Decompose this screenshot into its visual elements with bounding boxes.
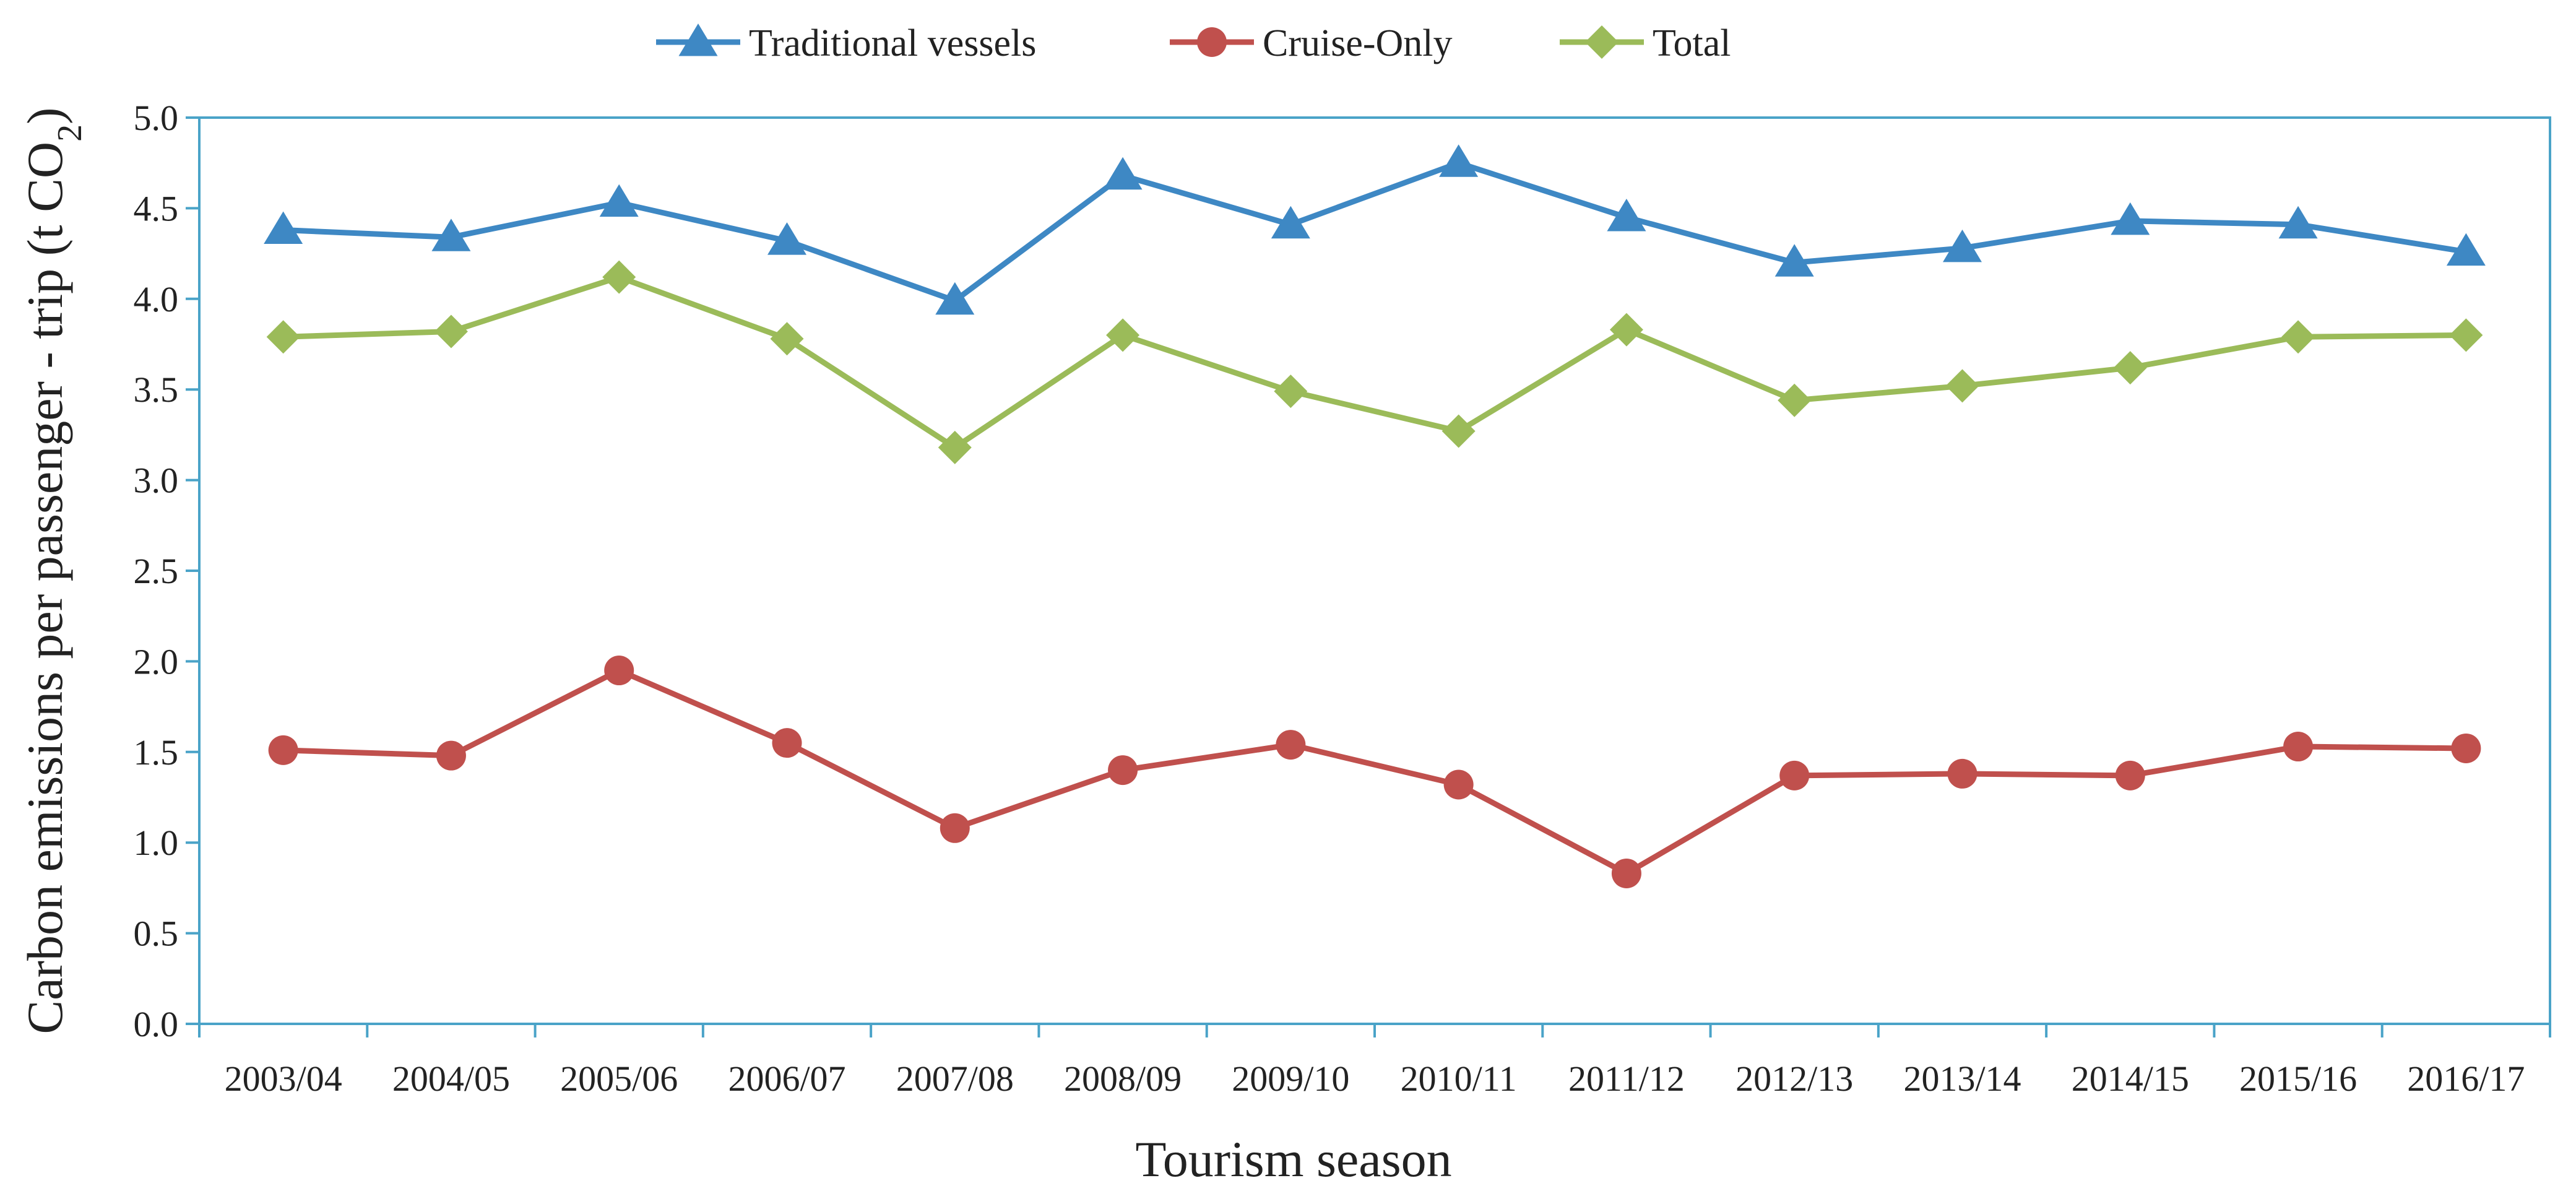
x-axis-title: Tourism season (1135, 1131, 1451, 1187)
y-axis-ticks: 0.0 0.5 1.0 1.5 2.0 2.5 3.0 3.5 4.0 4.5 5.0 (134, 98, 199, 1044)
data-point-traditional-vessels (264, 211, 303, 245)
x-tick-label: 2008/09 (1064, 1059, 1182, 1099)
x-tick-label: 2011/12 (1568, 1059, 1685, 1099)
series-line-total (280, 274, 2469, 451)
data-point-traditional-vessels (1774, 244, 1814, 277)
x-tick-label: 2015/16 (2239, 1059, 2357, 1099)
data-point-traditional-vessels (1607, 199, 1646, 232)
y-axis-title-text: Carbon emissions per passenger - trip (t… (17, 142, 73, 1034)
data-point-cruise-only (2283, 732, 2314, 762)
data-point-traditional-vessels (431, 219, 471, 251)
data-point-traditional-vessels (1439, 144, 1479, 177)
data-point-traditional-vessels (2278, 206, 2318, 239)
data-point-traditional-vessels (599, 184, 639, 217)
data-point-cruise-only (268, 735, 298, 765)
data-point-cruise-only (604, 656, 634, 686)
legend: Traditional vessels Cruise-Only Total (656, 22, 1731, 64)
plot-area: 0.0 0.5 1.0 1.5 2.0 2.5 3.0 3.5 4.0 4.5 5.0 2003/0… (134, 98, 2551, 1099)
data-point-cruise-only (1276, 730, 1306, 760)
data-point-total (938, 430, 972, 464)
data-point-total (1609, 313, 1643, 347)
data-point-total (1441, 414, 1476, 448)
x-tick-label: 2005/06 (560, 1059, 678, 1099)
data-point-total (2449, 318, 2483, 352)
x-tick-label: 2004/05 (392, 1059, 510, 1099)
legend-label: Traditional vessels (749, 22, 1036, 64)
data-point-cruise-only (940, 813, 970, 843)
legend-item-total: Total (1560, 22, 1731, 64)
legend-marker (678, 24, 718, 56)
data-point-cruise-only (1611, 858, 1641, 888)
data-point-traditional-vessels (2446, 233, 2486, 266)
y-axis-title-suffix: ) (17, 108, 73, 124)
y-tick-label: 3.0 (134, 461, 179, 501)
legend-label: Total (1653, 22, 1731, 64)
data-point-total (434, 314, 468, 349)
y-tick-label: 0.0 (134, 1004, 179, 1044)
data-point-total (1945, 369, 1979, 403)
plot-frame (198, 116, 2551, 1025)
series-line-cruise-only (280, 667, 2469, 877)
x-tick-label: 2006/07 (728, 1059, 845, 1099)
data-point-cruise-only (1443, 769, 1474, 800)
legend-item-cruise-only: Cruise-Only (1170, 22, 1453, 64)
data-point-traditional-vessels (1271, 206, 1310, 239)
data-point-total (602, 260, 636, 294)
y-tick-label: 1.5 (134, 732, 179, 773)
series-line-traditional-vessels (280, 160, 2469, 304)
data-point-cruise-only (772, 728, 802, 758)
data-point-traditional-vessels (1943, 229, 1982, 262)
data-point-cruise-only (436, 740, 466, 771)
x-tick-label: 2010/11 (1401, 1059, 1517, 1099)
data-point-cruise-only (1947, 758, 1977, 789)
y-tick-label: 5.0 (134, 98, 179, 138)
x-tick-label: 2003/04 (225, 1059, 342, 1099)
data-point-traditional-vessels (1103, 157, 1143, 190)
y-tick-label: 0.5 (134, 914, 179, 954)
x-tick-label: 2007/08 (896, 1059, 1014, 1099)
x-tick-label: 2009/10 (1232, 1059, 1349, 1099)
data-point-traditional-vessels (2111, 202, 2150, 235)
x-tick-label: 2012/13 (1735, 1059, 1853, 1099)
series-markers (264, 144, 2486, 888)
data-point-cruise-only (1779, 760, 1810, 790)
data-point-total (266, 320, 300, 354)
x-axis-ticks: 2003/04 2004/05 2005/06 2006/07 2007/08 2008/… (198, 1024, 2551, 1099)
x-tick-label: 2013/14 (1903, 1059, 2021, 1099)
y-tick-label: 2.5 (134, 551, 179, 591)
x-tick-label: 2014/15 (2072, 1059, 2189, 1099)
legend-marker (1585, 25, 1619, 59)
data-point-total (770, 322, 804, 356)
data-point-cruise-only (2115, 760, 2145, 790)
data-point-total (1274, 375, 1308, 409)
y-tick-label: 4.5 (134, 188, 179, 228)
data-point-total (1106, 318, 1140, 352)
y-tick-label: 2.0 (134, 641, 179, 682)
y-tick-label: 3.5 (134, 370, 179, 410)
data-point-cruise-only (2451, 733, 2481, 763)
data-point-traditional-vessels (935, 282, 975, 315)
legend-item-traditional-vessels: Traditional vessels (656, 22, 1036, 64)
legend-label: Cruise-Only (1263, 22, 1453, 64)
series-lines (280, 160, 2469, 877)
data-point-cruise-only (1108, 755, 1138, 786)
data-point-total (2113, 351, 2147, 385)
x-tick-label: 2016/17 (2407, 1059, 2525, 1099)
legend-marker (1197, 27, 1227, 57)
y-axis-title: Carbon emissions per passenger - trip (t… (17, 108, 89, 1034)
data-point-total (2281, 320, 2315, 354)
data-point-total (1778, 383, 1812, 417)
y-tick-label: 4.0 (134, 279, 179, 319)
y-tick-label: 1.0 (134, 823, 179, 863)
data-point-traditional-vessels (767, 222, 806, 255)
y-axis-title-subscript: 2 (51, 124, 89, 142)
